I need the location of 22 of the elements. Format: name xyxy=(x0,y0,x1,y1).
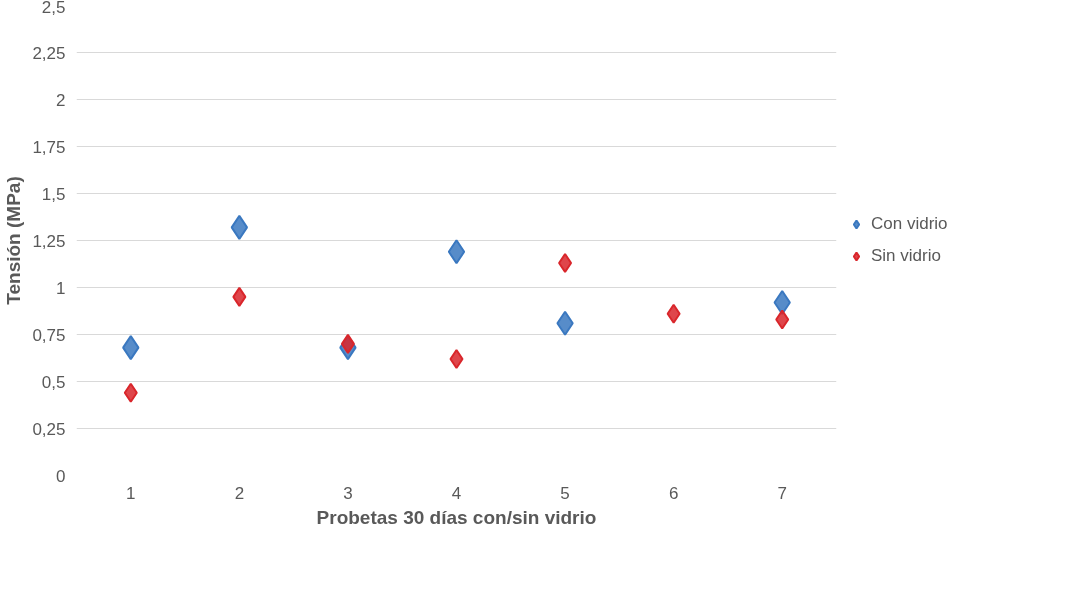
y-tick-label: 0 xyxy=(56,466,66,486)
y-tick-label: 0,75 xyxy=(32,325,66,345)
x-tick-label: 1 xyxy=(126,483,136,503)
x-tick-label: 4 xyxy=(451,483,462,503)
y-tick-label: 1,75 xyxy=(32,137,66,157)
x-tick-label: 6 xyxy=(668,483,679,503)
y-axis-title: Tensión (MPa) xyxy=(3,176,25,305)
y-tick-label: 2,25 xyxy=(32,43,66,63)
y-tick-label: 1 xyxy=(56,278,66,298)
y-tick-label: 0,25 xyxy=(32,419,66,439)
y-tick-label: 2,5 xyxy=(41,0,66,17)
x-tick-label: 3 xyxy=(343,483,353,503)
x-tick-label: 7 xyxy=(777,483,787,503)
legend-label: Sin vidrio xyxy=(871,246,941,266)
x-tick-label: 2 xyxy=(234,483,245,503)
y-tick-label: 1,25 xyxy=(32,231,66,251)
x-tick-label: 5 xyxy=(560,483,570,503)
y-tick-label: 1,5 xyxy=(41,184,66,204)
y-tick-label: 2 xyxy=(56,90,66,110)
y-tick-label: 0,5 xyxy=(41,372,66,392)
legend-label: Con vidrio xyxy=(871,214,948,234)
x-axis-title: Probetas 30 días con/sin vidrio xyxy=(316,506,597,528)
